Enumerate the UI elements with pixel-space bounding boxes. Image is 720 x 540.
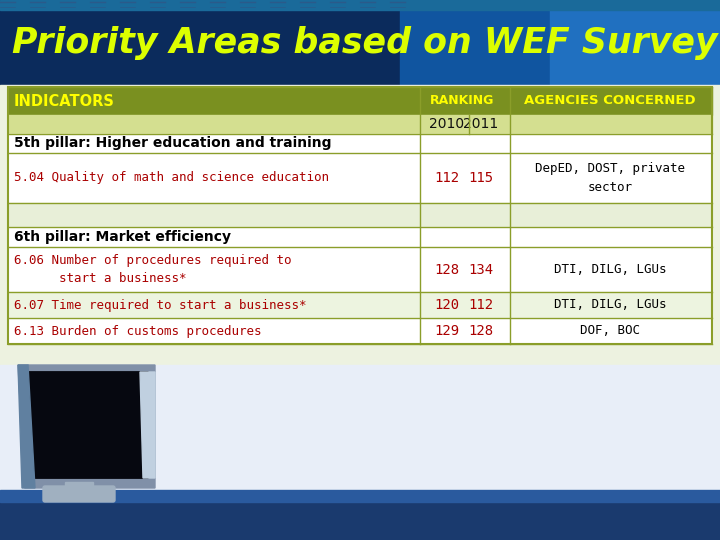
Text: 128: 128 [469,324,494,338]
Bar [8,134,712,153]
Text: 5.04 Quality of math and science education: 5.04 Quality of math and science educati… [14,172,329,185]
Bar [65,482,93,492]
Text: 115: 115 [469,171,494,185]
Text: 120: 120 [434,298,459,312]
Text: INDICATORS: INDICATORS [14,93,115,109]
Bar [0,0,720,85]
Polygon shape [140,372,155,478]
Bar [8,153,712,203]
Bar [8,87,712,344]
Bar [0,365,720,540]
Polygon shape [18,365,155,488]
Bar [8,227,712,247]
Text: 6.13 Burden of customs procedures: 6.13 Burden of customs procedures [14,325,261,338]
Text: 2010: 2010 [429,118,464,132]
Bar [8,115,712,134]
Bar [0,490,720,502]
Text: 128: 128 [434,262,459,276]
Text: RANKING: RANKING [430,94,494,107]
Text: AGENCIES CONCERNED: AGENCIES CONCERNED [524,94,696,107]
Text: DOF, BOC: DOF, BOC [580,325,640,338]
Text: 6th pillar: Market efficiency: 6th pillar: Market efficiency [14,230,231,244]
Text: Priority Areas based on WEF Survey: Priority Areas based on WEF Survey [12,26,718,60]
Polygon shape [18,365,35,488]
Text: 6.06 Number of procedures required to
      start a business*: 6.06 Number of procedures required to st… [14,254,292,285]
Polygon shape [28,372,148,478]
Polygon shape [28,372,148,478]
Text: 129: 129 [434,324,459,338]
Bar [0,500,720,540]
Bar [8,203,712,227]
Text: 2011: 2011 [464,118,499,132]
Text: DepED, DOST, private
sector: DepED, DOST, private sector [535,162,685,194]
Bar [0,85,720,540]
Text: 134: 134 [469,262,494,276]
Text: 5th pillar: Higher education and training: 5th pillar: Higher education and trainin… [14,137,331,151]
Bar [8,292,712,318]
Text: 112: 112 [469,298,494,312]
FancyBboxPatch shape [43,486,115,502]
Bar [8,87,712,115]
Bar [8,247,712,292]
Text: 112: 112 [434,171,459,185]
Text: 6.07 Time required to start a business*: 6.07 Time required to start a business* [14,299,307,312]
Bar [0,0,720,10]
Text: DTI, DILG, LGUs: DTI, DILG, LGUs [554,299,666,312]
Bar [550,0,720,85]
Bar [8,318,712,344]
Bar [400,0,720,85]
Text: DTI, DILG, LGUs: DTI, DILG, LGUs [554,263,666,276]
